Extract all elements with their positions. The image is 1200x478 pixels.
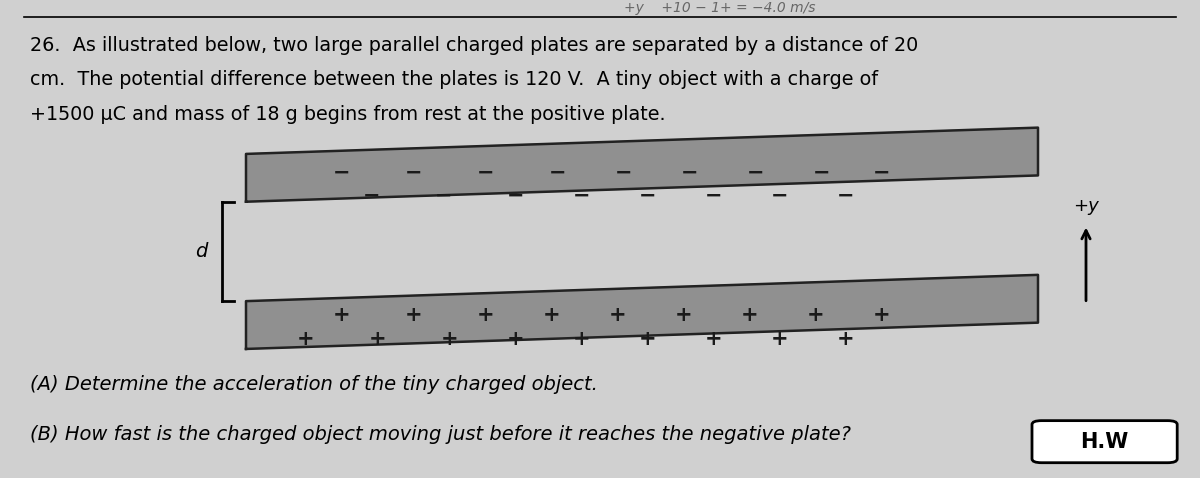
Text: (A) Determine the acceleration of the tiny charged object.: (A) Determine the acceleration of the ti… <box>30 375 598 394</box>
Text: −: − <box>364 186 380 206</box>
Text: −: − <box>682 162 698 182</box>
Text: +: + <box>640 329 656 349</box>
Text: −: − <box>478 162 494 182</box>
Polygon shape <box>246 275 1038 349</box>
Text: −: − <box>406 162 422 182</box>
Text: +: + <box>772 329 788 349</box>
Text: −: − <box>814 162 830 182</box>
Text: +: + <box>874 305 890 326</box>
Text: +y    +10 − 1+ = −4.0 m/s: +y +10 − 1+ = −4.0 m/s <box>624 0 816 15</box>
Text: +: + <box>574 329 590 349</box>
Text: H.W: H.W <box>1080 432 1129 452</box>
Text: +: + <box>370 329 386 349</box>
Text: +: + <box>706 329 722 349</box>
Text: +: + <box>406 305 422 326</box>
Text: +y: +y <box>1073 197 1099 215</box>
Text: +: + <box>676 305 692 326</box>
Text: +: + <box>808 305 824 326</box>
Text: −: − <box>436 186 452 206</box>
Polygon shape <box>246 128 1038 202</box>
Text: −: − <box>616 162 632 182</box>
Text: +: + <box>544 305 560 326</box>
Text: −: − <box>838 186 854 206</box>
Text: −: − <box>334 162 350 182</box>
Text: −: − <box>574 186 590 206</box>
Text: −: − <box>550 162 566 182</box>
Text: (B) How fast is the charged object moving just before it reaches the negative pl: (B) How fast is the charged object movin… <box>30 425 851 445</box>
Text: +1500 μC and mass of 18 g begins from rest at the positive plate.: +1500 μC and mass of 18 g begins from re… <box>30 105 666 124</box>
Text: −: − <box>508 186 524 206</box>
Text: +: + <box>334 305 350 326</box>
Text: −: − <box>874 162 890 182</box>
Text: +: + <box>610 305 626 326</box>
Text: +: + <box>508 329 524 349</box>
Text: −: − <box>706 186 722 206</box>
Text: d: d <box>196 242 208 261</box>
Text: +: + <box>838 329 854 349</box>
Text: 26.  As illustrated below, two large parallel charged plates are separated by a : 26. As illustrated below, two large para… <box>30 36 918 55</box>
Text: +: + <box>742 305 758 326</box>
Text: +: + <box>298 329 314 349</box>
Text: +: + <box>478 305 494 326</box>
FancyBboxPatch shape <box>1032 421 1177 463</box>
Text: −: − <box>748 162 764 182</box>
Text: cm.  The potential difference between the plates is 120 V.  A tiny object with a: cm. The potential difference between the… <box>30 70 878 89</box>
Text: +: + <box>442 329 458 349</box>
Text: −: − <box>640 186 656 206</box>
Text: −: − <box>772 186 788 206</box>
